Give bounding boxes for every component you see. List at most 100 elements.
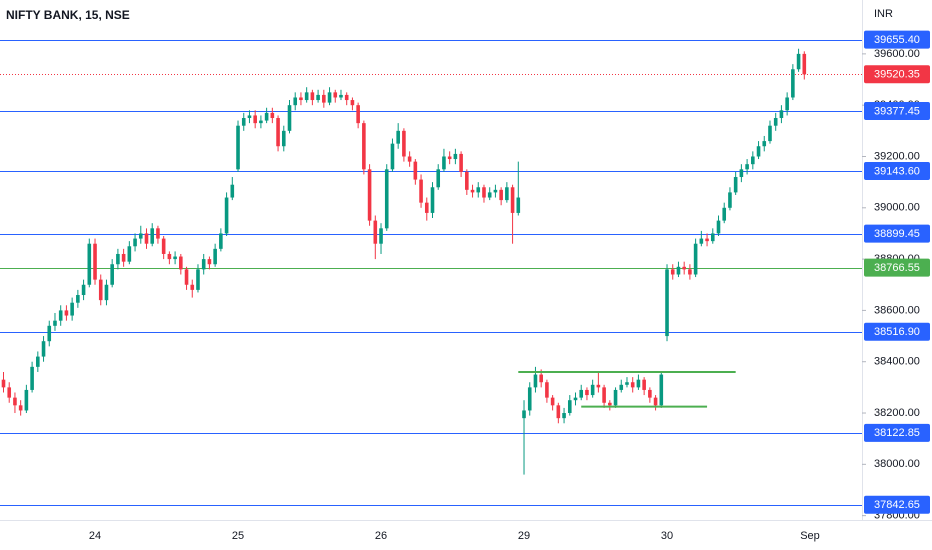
candle-body: [550, 397, 555, 406]
candle-body: [470, 189, 475, 193]
candle-body: [299, 97, 303, 101]
candle-body: [733, 177, 738, 193]
candle-body: [362, 123, 366, 170]
candle-body: [396, 130, 400, 144]
candle-body: [659, 374, 664, 406]
candle-body: [76, 295, 80, 303]
candle-body: [241, 118, 246, 126]
price-label: 39143.60: [874, 165, 920, 177]
price-label: 39520.35: [874, 69, 920, 81]
candle-body: [573, 397, 578, 401]
candle-body: [24, 389, 29, 411]
candle-body: [196, 269, 200, 290]
candle-body: [70, 302, 74, 316]
price-label: 39377.45: [874, 105, 920, 117]
candle-body: [253, 115, 257, 124]
price-label-box: [864, 423, 930, 442]
candle-body: [333, 92, 338, 98]
candle-body: [201, 259, 206, 270]
candle-body: [670, 269, 675, 275]
candle-body: [264, 112, 269, 121]
candle-body: [1, 379, 6, 388]
candle-body: [259, 120, 263, 124]
candle-body: [745, 164, 749, 170]
candle-body: [653, 397, 658, 406]
price-label: 37842.65: [874, 499, 920, 511]
candle-body: [424, 202, 429, 213]
candle-body: [207, 259, 212, 265]
candle-body: [642, 379, 646, 390]
candle-body: [224, 197, 229, 234]
price-label: 38766.55: [874, 262, 920, 274]
price-label: 38899.45: [874, 228, 920, 240]
price-label-box: [864, 224, 930, 243]
candle-body: [36, 356, 40, 367]
x-tick-label: 30: [661, 530, 673, 542]
candle-body: [293, 97, 298, 106]
candle-body: [138, 233, 143, 239]
candle-body: [710, 233, 715, 242]
candle-body: [18, 405, 23, 411]
candle-body: [64, 310, 69, 316]
candle-body: [556, 405, 561, 419]
candle-body: [247, 115, 252, 119]
candle-body: [539, 374, 543, 383]
candle-body: [602, 387, 606, 403]
candle-body: [648, 389, 652, 398]
candle-body: [161, 238, 166, 254]
candle-body: [430, 187, 435, 213]
candle-body: [116, 253, 120, 265]
candle-body: [144, 233, 149, 244]
candle-body: [716, 220, 721, 234]
candle-body: [722, 207, 727, 221]
candle-body: [465, 171, 469, 190]
price-label: 38516.90: [874, 326, 920, 338]
candle-body: [93, 243, 97, 280]
candle-body: [7, 387, 12, 398]
candle-body: [567, 400, 572, 414]
candle-body: [30, 366, 34, 390]
candle-body: [773, 118, 778, 126]
price-label-box: [864, 101, 930, 120]
price-label-box: [864, 495, 930, 514]
x-tick-label: Sep: [800, 530, 820, 542]
candle-body: [81, 284, 86, 296]
candle-body: [98, 279, 103, 301]
candle-body: [630, 382, 635, 388]
y-tick-label: 38200.00: [874, 407, 920, 419]
candle-body: [453, 153, 458, 160]
candle-body: [533, 374, 538, 388]
price-label: 38122.85: [874, 427, 920, 439]
candle-body: [167, 253, 172, 260]
candle-body: [356, 105, 360, 124]
candle-body: [693, 243, 698, 275]
candle-body: [625, 382, 629, 385]
y-tick-label: 38600.00: [874, 304, 920, 316]
candle-body: [150, 228, 155, 244]
price-label-box: [864, 322, 930, 341]
y-tick-label: 39200.00: [874, 150, 920, 162]
y-tick-label: 38000.00: [874, 458, 920, 470]
candle-body: [768, 125, 772, 142]
candle-body: [121, 253, 126, 262]
x-tick-label: 26: [375, 530, 387, 542]
candle-body: [608, 402, 612, 406]
chart-title: NIFTY BANK, 15, NSE: [6, 8, 130, 22]
candle-body: [676, 266, 681, 275]
candle-body: [802, 53, 807, 75]
candle-body: [310, 92, 315, 101]
candle-body: [545, 382, 549, 398]
candle-body: [791, 69, 795, 98]
candle-body: [173, 256, 177, 260]
candle-body: [53, 320, 57, 326]
candle-body: [304, 92, 309, 101]
candle-body: [739, 169, 744, 178]
candle-body: [499, 189, 503, 201]
candle-body: [779, 110, 784, 119]
candle-body: [87, 243, 92, 285]
candle-body: [110, 264, 114, 285]
candle-body: [579, 389, 584, 398]
candle-body: [190, 284, 195, 290]
candle-body: [104, 284, 109, 301]
candle-body: [482, 187, 486, 198]
